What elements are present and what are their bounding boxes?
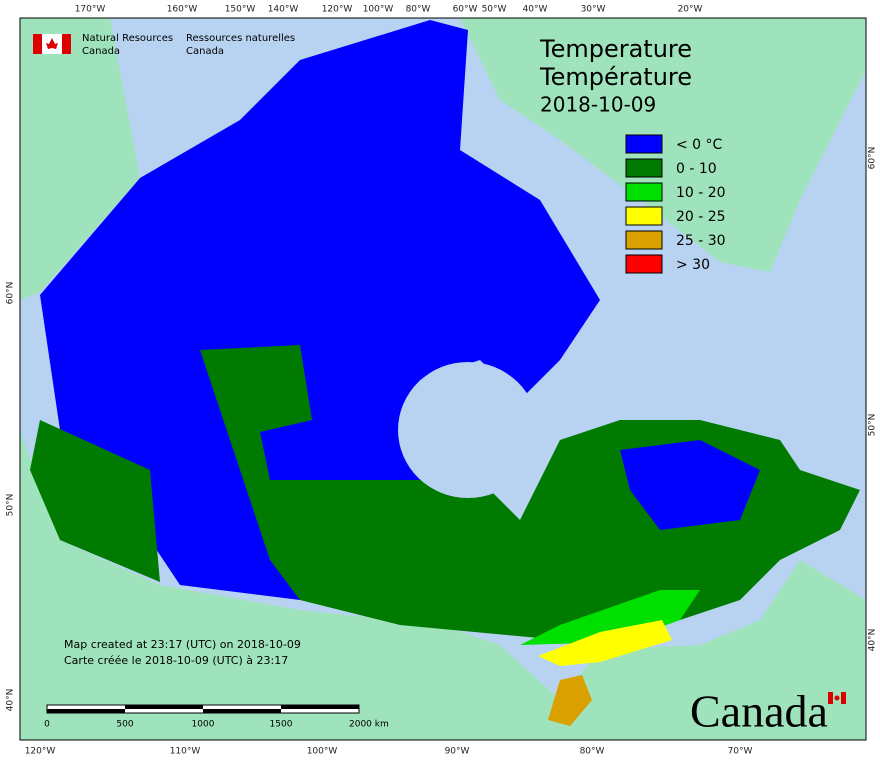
graticule-label: 100°W (363, 5, 394, 15)
agency-fr: Canada (186, 46, 224, 57)
flag-bar (62, 34, 71, 54)
graticule-label: 40°W (523, 5, 548, 15)
graticule-label: 150°W (225, 5, 256, 15)
legend-label: 25 - 30 (676, 233, 726, 249)
map-frame (19, 17, 867, 741)
graticule-label: 60°N (6, 282, 16, 305)
graticule-label: 50°N (868, 414, 878, 437)
region-25-30 (548, 675, 592, 726)
graticule-label: 110°W (170, 747, 201, 757)
scale-segment (47, 709, 125, 713)
graticule-label: 80°W (580, 747, 605, 757)
graticule-label: 70°W (728, 747, 753, 757)
legend-label: 10 - 20 (676, 185, 726, 201)
graticule-label: 60°W (453, 5, 478, 15)
note: Carte créée le 2018-10-09 (UTC) à 23:17 (64, 654, 288, 667)
maple-leaf (46, 38, 58, 49)
scale-label: 1500 (270, 720, 293, 730)
graticule-label: 120°W (322, 5, 353, 15)
nrc-logo (33, 34, 71, 54)
graticule-label: 120°W (25, 747, 56, 757)
graticule-label: 50°W (482, 5, 507, 15)
scale-segment (203, 709, 281, 713)
flag-bar (828, 692, 833, 704)
region-0-10-coast (30, 420, 160, 582)
legend-swatch (625, 254, 663, 274)
alaska (20, 18, 140, 300)
scale-label: 500 (116, 720, 133, 730)
region-20-25 (538, 620, 672, 666)
graticule-label: 50°N (6, 494, 16, 517)
wordmark: Canada (690, 686, 828, 737)
greenland (460, 18, 866, 272)
legend-label: < 0 °C (676, 137, 723, 153)
graticule-label: 20°W (678, 5, 703, 15)
agency-fr: Ressources naturelles (186, 33, 295, 44)
legend-label: 20 - 25 (676, 209, 726, 225)
region-below-0 (40, 20, 600, 600)
date: 2018-10-09 (540, 93, 656, 117)
graticule-label: 140°W (268, 5, 299, 15)
region-0-10 (200, 345, 860, 640)
graticule-label: 40°N (6, 689, 16, 712)
agency-en: Canada (82, 46, 120, 57)
title: Temperature (539, 35, 692, 63)
legend-swatch (625, 206, 663, 226)
graticule-label: 40°N (868, 629, 878, 652)
scale-segment (281, 705, 359, 709)
graticule-label: 160°W (167, 5, 198, 15)
graticule-label: 60°N (868, 147, 878, 170)
wordmark-flag (828, 692, 846, 704)
hudson-bay (398, 362, 538, 498)
flag-bar (841, 692, 846, 704)
legend-label: 0 - 10 (676, 161, 717, 177)
region-below-0-quebec (620, 440, 760, 530)
graticule-label: 80°W (406, 5, 431, 15)
scale-label: 2000 km (349, 720, 389, 730)
legend-swatch (625, 230, 663, 250)
scale-label: 1000 (192, 720, 215, 730)
note: Map created at 23:17 (UTC) on 2018-10-09 (64, 638, 301, 651)
flag-bar (33, 34, 42, 54)
graticule-label: 170°W (75, 5, 106, 15)
title: Température (539, 63, 692, 91)
scale-segment (125, 705, 203, 709)
graticule-label: 90°W (445, 747, 470, 757)
legend-label: > 30 (676, 257, 710, 273)
graticule-label: 30°W (581, 5, 606, 15)
united-states (20, 430, 866, 740)
maple-leaf (834, 695, 840, 701)
agency-en: Natural Resources (82, 33, 173, 44)
region-10-20 (520, 590, 700, 645)
legend-swatch (625, 158, 663, 178)
legend-swatch (625, 182, 663, 202)
scale-label: 0 (44, 720, 50, 730)
graticule-label: 100°W (307, 747, 338, 757)
legend-swatch (625, 134, 663, 154)
